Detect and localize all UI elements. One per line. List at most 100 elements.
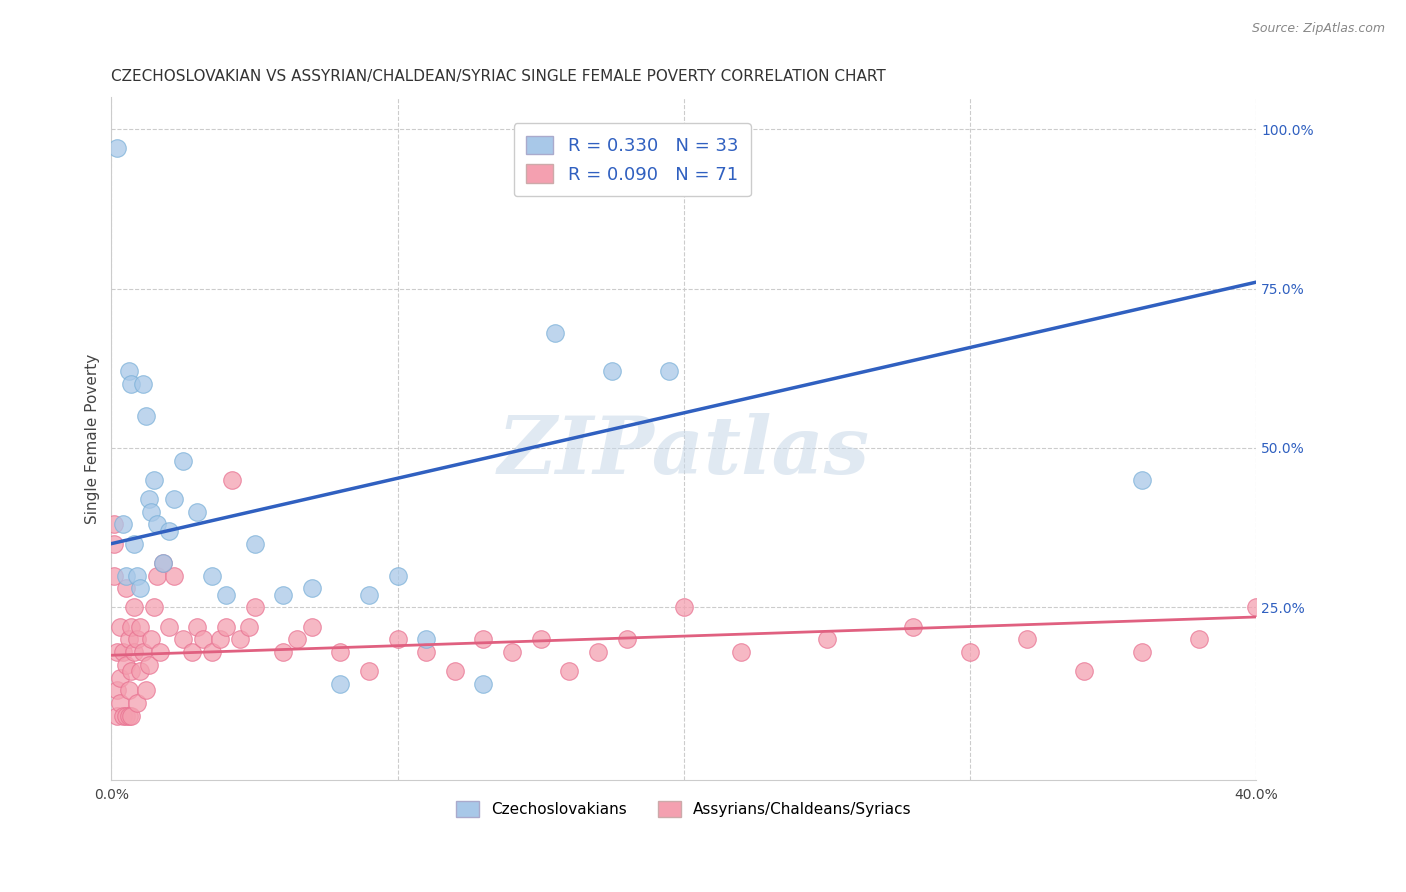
Point <box>815 632 838 647</box>
Point <box>120 619 142 633</box>
Point <box>301 619 323 633</box>
Point <box>1130 473 1153 487</box>
Point <box>127 568 149 582</box>
Point <box>103 517 125 532</box>
Point <box>141 632 163 647</box>
Point <box>127 696 149 710</box>
Point <box>138 657 160 672</box>
Point <box>229 632 252 647</box>
Point <box>114 657 136 672</box>
Point <box>600 364 623 378</box>
Point <box>586 645 609 659</box>
Point <box>111 517 134 532</box>
Point <box>103 536 125 550</box>
Point <box>157 524 180 538</box>
Point <box>180 645 202 659</box>
Point <box>558 664 581 678</box>
Point <box>215 619 238 633</box>
Point <box>1073 664 1095 678</box>
Point <box>243 536 266 550</box>
Point <box>146 517 169 532</box>
Y-axis label: Single Female Poverty: Single Female Poverty <box>86 353 100 524</box>
Point <box>111 645 134 659</box>
Point <box>221 473 243 487</box>
Point <box>163 568 186 582</box>
Point <box>387 568 409 582</box>
Point <box>357 588 380 602</box>
Point <box>120 708 142 723</box>
Point <box>415 632 437 647</box>
Point <box>143 473 166 487</box>
Point <box>387 632 409 647</box>
Point <box>114 581 136 595</box>
Point <box>138 491 160 506</box>
Point <box>959 645 981 659</box>
Point <box>472 677 495 691</box>
Point <box>357 664 380 678</box>
Point <box>186 619 208 633</box>
Point <box>120 377 142 392</box>
Point <box>152 556 174 570</box>
Point <box>544 326 567 341</box>
Point <box>132 645 155 659</box>
Point <box>141 505 163 519</box>
Point <box>146 568 169 582</box>
Point <box>415 645 437 659</box>
Point <box>186 505 208 519</box>
Point <box>730 645 752 659</box>
Point <box>124 645 146 659</box>
Point <box>215 588 238 602</box>
Point <box>108 619 131 633</box>
Point <box>132 377 155 392</box>
Point <box>135 409 157 423</box>
Point <box>135 683 157 698</box>
Point <box>152 556 174 570</box>
Point <box>111 708 134 723</box>
Point <box>103 568 125 582</box>
Point <box>616 632 638 647</box>
Point <box>105 141 128 155</box>
Point <box>105 708 128 723</box>
Point <box>301 581 323 595</box>
Point <box>172 632 194 647</box>
Point <box>143 600 166 615</box>
Point <box>120 664 142 678</box>
Point <box>129 664 152 678</box>
Legend: Czechoslovakians, Assyrians/Chaldeans/Syriacs: Czechoslovakians, Assyrians/Chaldeans/Sy… <box>450 795 918 823</box>
Point <box>329 677 352 691</box>
Point <box>108 696 131 710</box>
Point <box>1244 600 1267 615</box>
Point <box>105 683 128 698</box>
Point <box>157 619 180 633</box>
Point <box>114 568 136 582</box>
Point <box>124 536 146 550</box>
Point <box>472 632 495 647</box>
Point <box>200 645 222 659</box>
Point <box>287 632 309 647</box>
Point <box>108 671 131 685</box>
Point <box>200 568 222 582</box>
Point <box>191 632 214 647</box>
Point <box>124 600 146 615</box>
Text: Source: ZipAtlas.com: Source: ZipAtlas.com <box>1251 22 1385 36</box>
Point <box>271 645 294 659</box>
Point <box>117 632 139 647</box>
Point <box>1188 632 1211 647</box>
Point <box>114 708 136 723</box>
Point <box>129 619 152 633</box>
Point <box>127 632 149 647</box>
Point <box>672 600 695 615</box>
Point <box>117 708 139 723</box>
Point <box>117 364 139 378</box>
Point <box>129 581 152 595</box>
Point <box>172 454 194 468</box>
Point <box>105 645 128 659</box>
Point <box>444 664 467 678</box>
Point <box>271 588 294 602</box>
Point <box>243 600 266 615</box>
Text: CZECHOSLOVAKIAN VS ASSYRIAN/CHALDEAN/SYRIAC SINGLE FEMALE POVERTY CORRELATION CH: CZECHOSLOVAKIAN VS ASSYRIAN/CHALDEAN/SYR… <box>111 69 886 84</box>
Point <box>163 491 186 506</box>
Text: ZIPatlas: ZIPatlas <box>498 413 870 491</box>
Point <box>530 632 553 647</box>
Point <box>209 632 232 647</box>
